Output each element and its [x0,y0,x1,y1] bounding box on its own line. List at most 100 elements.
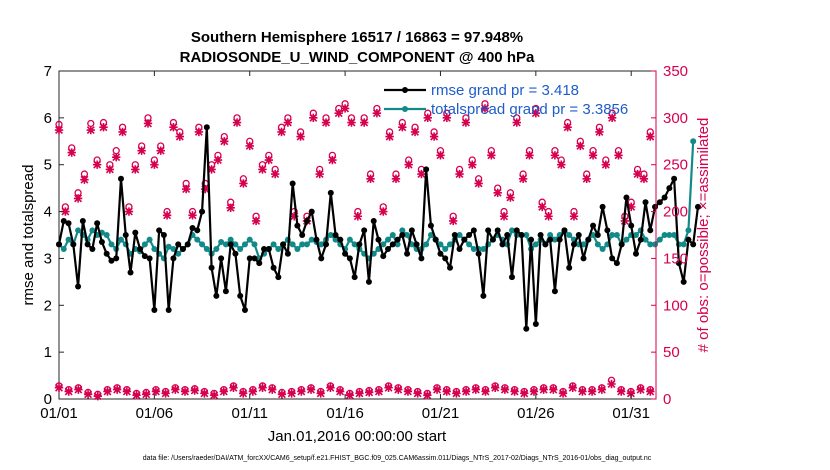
assimilated-obs-marker [340,104,350,113]
assimilated-obs-marker [226,203,235,213]
rmse-point [122,232,129,238]
assimilated-obs-marker [105,165,115,174]
totalspread-point [447,241,454,248]
rmse-point [451,232,458,238]
rmse-point [590,222,597,229]
assimilated-obs-marker [550,151,560,160]
assimilated-obs-marker [142,390,151,399]
y-tick-label: 7 [44,63,52,80]
assimilated-obs-marker [512,118,521,127]
obs-count-markers [54,100,655,401]
assimilated-obs-marker [474,179,483,188]
rmse-point [580,255,587,262]
assimilated-obs-marker [601,160,610,169]
assimilated-obs-marker [74,385,83,394]
assimilated-obs-marker [54,383,64,392]
y2-tick-label: 300 [663,110,688,127]
assimilated-obs-marker [188,211,197,220]
rmse-point [671,175,678,182]
totalspread-point [294,246,301,253]
rmse-point [375,236,382,243]
totalspread-point [141,241,148,248]
assimilated-obs-marker [326,383,335,392]
rmse-point [194,227,201,234]
y2-axis-label: # of obs: o=possible; ×=assimilated [695,118,712,353]
assimilated-obs-marker [277,127,286,137]
assimilated-obs-marker [175,132,184,141]
rmse-point [675,260,682,267]
assimilated-obs-marker [576,141,585,151]
totalspread-point [75,227,82,234]
assimilated-obs-marker [143,119,153,128]
totalspread-point [613,232,620,238]
x-axis-label: Jan.01,2016 00:00:00 start [268,428,447,445]
y-tick-label: 3 [44,250,52,267]
assimilated-obs-marker [487,151,496,160]
assimilated-obs-marker [636,385,645,394]
rmse-point [599,203,606,210]
assimilated-obs-marker [364,388,374,397]
rmse-point [489,236,496,243]
rmse-point [561,227,568,234]
rmse-point [594,232,601,238]
totalspread-point [332,236,339,243]
rmse-point [170,255,177,262]
totalspread-point [609,232,616,238]
rmse-point [98,239,105,246]
rmse-point [566,264,573,271]
totalspread-point [523,232,530,238]
rmse-point [470,227,477,234]
chart-subtitle: RADIOSONDE_U_WIND_COMPONENT @ 400 hPa [180,49,535,66]
totalspread-point [65,236,72,243]
totalspread-point [351,241,358,248]
assimilated-obs-marker [614,151,623,160]
assimilated-obs-marker [209,391,219,400]
legend-label-spread: totalspread grand pr = 3.3856 [431,101,628,118]
totalspread-point [671,232,678,238]
assimilated-obs-marker [374,387,384,396]
rmse-point [385,246,392,253]
totalspread-point [232,241,239,248]
rmse-point [151,306,158,313]
rmse-point [275,274,282,281]
rmse-point [361,227,368,234]
totalspread-point [108,241,115,248]
totalspread-point [680,241,687,248]
rmse-point [623,194,630,201]
assimilated-obs-marker [171,385,180,394]
rmse-point [323,241,330,248]
assimilated-obs-marker [633,169,642,179]
rmse-point [70,241,77,248]
assimilated-obs-marker [455,169,464,179]
assimilated-obs-marker [239,179,248,188]
x-tick-label: 01/21 [422,405,460,422]
rmse-point [132,229,139,236]
axes: 01/01 01/06 01/11 01/16 01/21 01/26 01/31 0 1 2 3 4… [40,63,688,422]
rmse-point [222,288,229,295]
rmse-point [604,227,611,234]
y2-tick-label: 50 [663,344,680,361]
assimilated-obs-marker [251,216,261,226]
totalspread-point [327,232,334,238]
assimilated-obs-marker [379,207,388,216]
rmse-point [427,222,434,229]
assimilated-obs-marker [480,104,490,113]
totalspread-point [299,241,306,248]
totalspread-point [151,246,158,253]
totalspread-point [237,246,244,253]
rmse-point [175,241,182,248]
assimilated-obs-marker [264,155,274,165]
assimilated-obs-marker [180,387,190,396]
totalspread-point [385,236,392,243]
totalspread-point [632,232,639,238]
rmse-point [494,227,501,234]
assimilated-obs-marker [151,387,161,396]
assimilated-obs-marker [328,155,337,165]
assimilated-obs-marker [169,123,178,132]
rmse-point [513,227,520,234]
assimilated-obs-marker [335,387,345,396]
assimilated-obs-marker [306,385,316,394]
totalspread-point [308,236,315,243]
rmse-point [508,274,515,281]
assimilated-obs-marker [646,387,655,396]
